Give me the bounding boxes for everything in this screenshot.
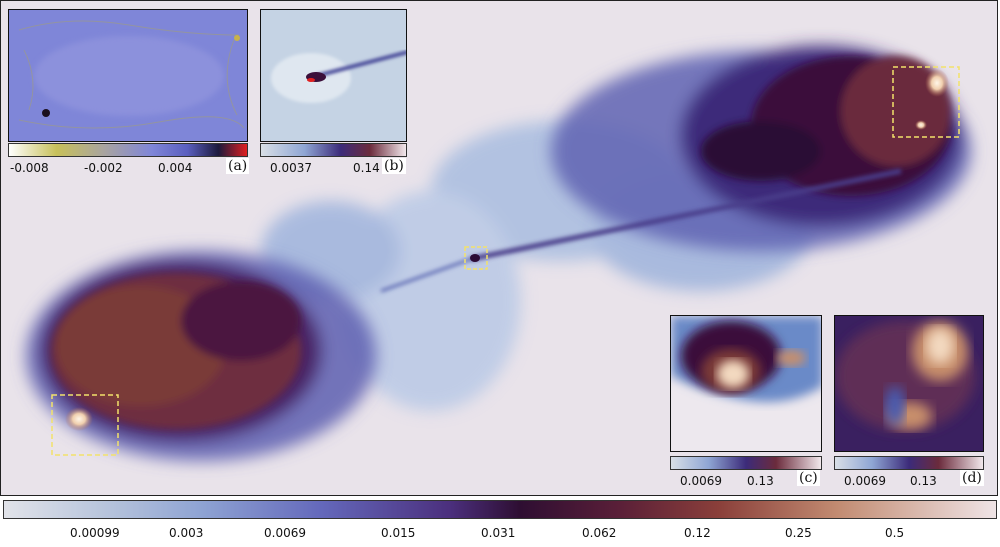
inset-d-colorbar bbox=[834, 456, 984, 470]
main-colorbar bbox=[3, 500, 997, 519]
left-hotspot-icon bbox=[671, 316, 821, 402]
inset-b-tick-0: 0.0037 bbox=[270, 161, 312, 175]
inset-c-colorbar bbox=[670, 456, 822, 470]
main-cbar-tick-0: 0.00099 bbox=[70, 526, 120, 540]
inset-a-tick-2: 0.004 bbox=[158, 161, 193, 175]
inset-c-label: (c) bbox=[797, 470, 820, 486]
inset-a-tick-1: -0.002 bbox=[84, 161, 123, 175]
main-cbar-tick-6: 0.12 bbox=[684, 526, 711, 540]
core-jet-icon bbox=[261, 10, 406, 141]
inset-a-tick-0: -0.008 bbox=[10, 161, 49, 175]
inset-b-colorbar bbox=[260, 143, 407, 157]
inset-b-tick-1: 0.14 bbox=[353, 161, 380, 175]
inset-d-tick-1: 0.13 bbox=[910, 474, 937, 488]
inset-d-tick-0: 0.0069 bbox=[844, 474, 886, 488]
inset-a-colorbar bbox=[8, 143, 248, 157]
inset-c-tick-1: 0.13 bbox=[747, 474, 774, 488]
main-cbar-tick-8: 0.5 bbox=[885, 526, 905, 540]
inset-b-label: (b) bbox=[382, 158, 406, 174]
main-radio-image bbox=[0, 0, 998, 496]
inset-c-tick-0: 0.0069 bbox=[680, 474, 722, 488]
main-cbar-tick-1: 0.003 bbox=[169, 526, 204, 540]
inset-a-image bbox=[8, 9, 248, 142]
main-cbar-tick-5: 0.062 bbox=[582, 526, 617, 540]
main-cbar-tick-2: 0.0069 bbox=[264, 526, 306, 540]
main-cbar-tick-7: 0.25 bbox=[785, 526, 812, 540]
inset-c-image bbox=[670, 315, 822, 452]
inset-d-label: (d) bbox=[960, 470, 984, 486]
inset-a-label: (a) bbox=[226, 158, 250, 174]
right-hotspot-icon bbox=[835, 316, 983, 451]
residual-map-icon bbox=[18, 20, 245, 129]
main-cbar-tick-4: 0.031 bbox=[481, 526, 516, 540]
inset-b-image bbox=[260, 9, 407, 142]
main-cbar-tick-3: 0.015 bbox=[381, 526, 416, 540]
inset-d-image bbox=[834, 315, 984, 452]
radio-galaxy-image bbox=[26, 46, 971, 461]
